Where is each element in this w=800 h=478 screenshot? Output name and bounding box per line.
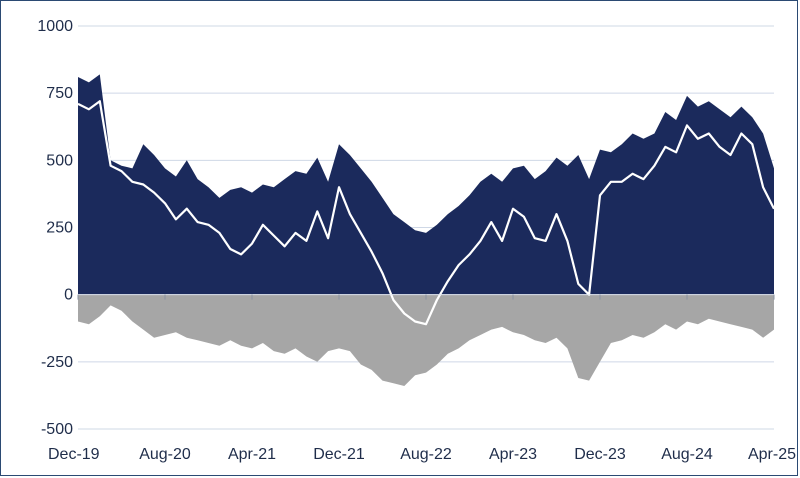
y-tick-label: 250 [46,220,73,237]
series-line-white [77,100,775,326]
series-area-upper [78,74,774,295]
axes: -500 -250 0 250 500 750 1000 Dec-19 Aug-20 Apr-21… [37,18,796,463]
x-tick-label: Dec-21 [313,446,365,463]
x-tick-label: Dec-19 [48,446,100,463]
x-tick-label: Apr-25 [748,446,796,463]
series-area-lower [78,294,774,386]
y-tick-label: -500 [41,421,73,438]
series-lines [77,100,775,326]
series-areas [78,74,774,386]
y-tick-label: 1000 [37,18,73,35]
y-tick-label: 500 [46,152,73,169]
x-tick-label: Apr-21 [228,446,276,463]
x-tick-label: Dec-23 [574,446,626,463]
y-tick-label: 750 [46,85,73,102]
y-tick-label: 0 [64,287,73,304]
x-tick-label: Aug-24 [661,446,713,463]
x-tick-label: Apr-23 [489,446,537,463]
x-tick-label: Aug-20 [139,446,191,463]
x-tick-label: Aug-22 [400,446,452,463]
y-tick-label: -250 [41,354,73,371]
